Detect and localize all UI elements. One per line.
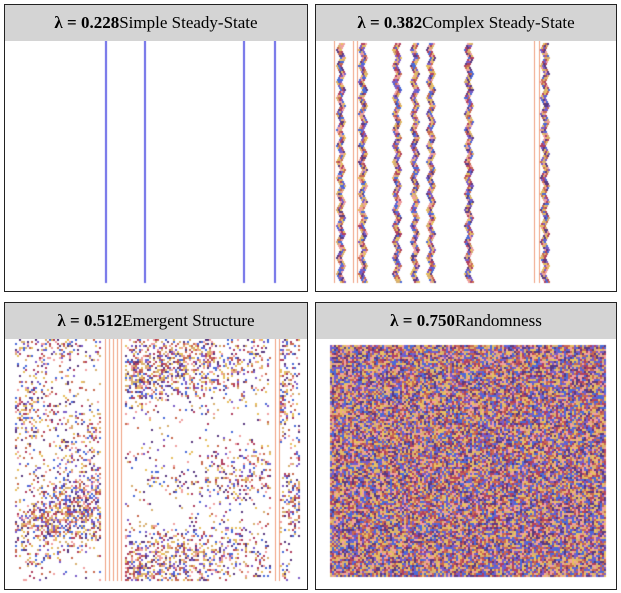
panel-header: λ = 0.228 Simple Steady-State [5,5,307,42]
panel-emergent-structure: λ = 0.512 Emergent Structure [4,302,308,590]
panel-title: Complex Steady-State [422,13,575,32]
ca-pattern-canvas [5,41,307,291]
panel-header: λ = 0.382 Complex Steady-State [316,5,616,42]
ca-pattern-canvas [316,41,616,291]
ca-pattern-canvas [316,339,616,589]
panel-title: Randomness [454,311,542,330]
panel-complex-steady-state: λ = 0.382 Complex Steady-State [315,4,617,292]
panel-randomness: λ = 0.750 Randomness [315,302,617,590]
ca-pattern-canvas [5,339,307,589]
lambda-value: λ = 0.750 [390,311,455,330]
panel-title: Emergent Structure [122,311,255,330]
panel-header: λ = 0.750 Randomness [316,303,616,340]
lambda-value: λ = 0.382 [357,13,423,32]
panel-simple-steady-state: λ = 0.228 Simple Steady-State [4,4,308,292]
panel-title: Simple Steady-State [119,13,258,32]
panel-header: λ = 0.512 Emergent Structure [5,303,307,340]
lambda-value: λ = 0.512 [57,311,123,330]
lambda-value: λ = 0.228 [54,13,120,32]
